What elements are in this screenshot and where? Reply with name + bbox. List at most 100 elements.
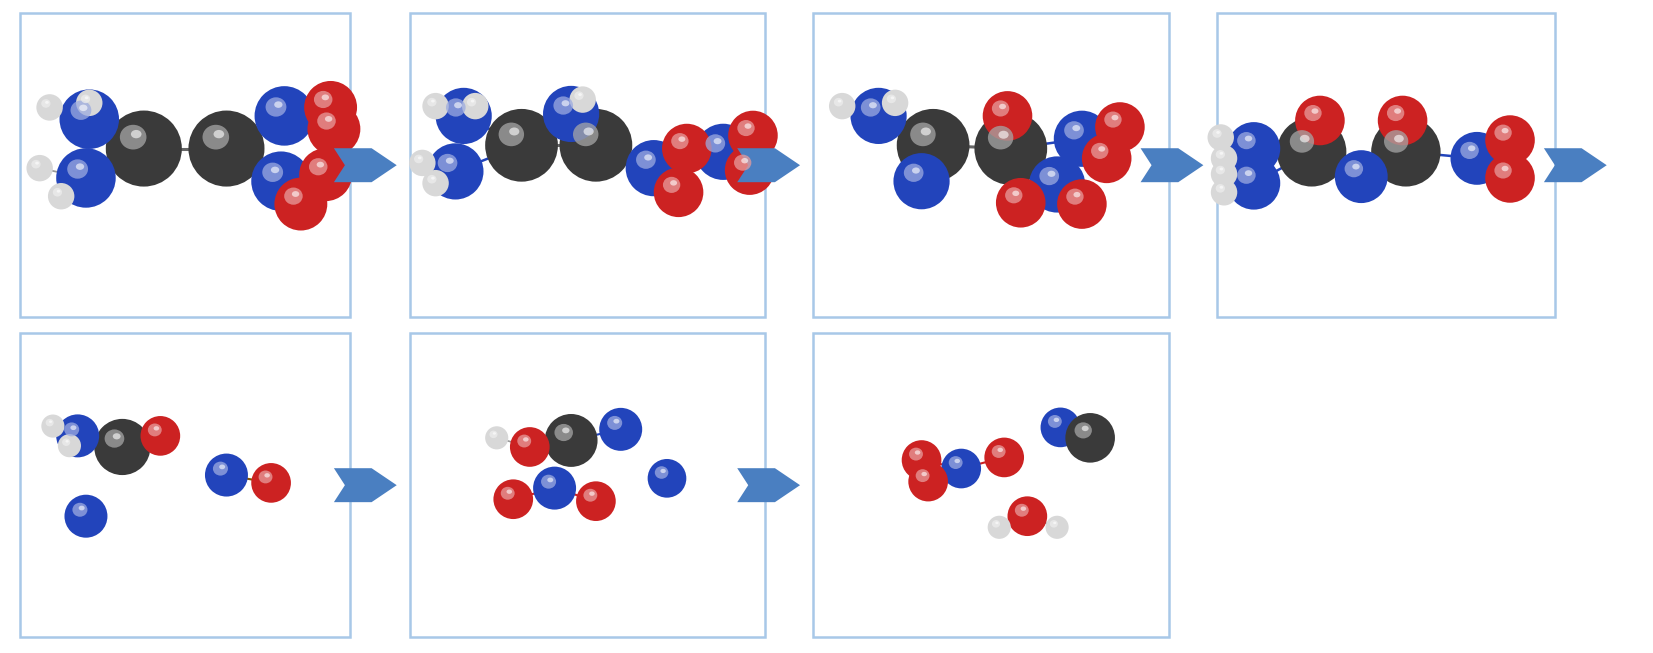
Ellipse shape bbox=[1393, 108, 1402, 114]
Ellipse shape bbox=[46, 419, 53, 426]
Ellipse shape bbox=[988, 516, 1012, 539]
Ellipse shape bbox=[1008, 496, 1048, 536]
Ellipse shape bbox=[213, 462, 228, 475]
Ellipse shape bbox=[625, 140, 683, 197]
Ellipse shape bbox=[274, 178, 327, 231]
Ellipse shape bbox=[1336, 150, 1389, 203]
Ellipse shape bbox=[655, 466, 668, 479]
Ellipse shape bbox=[258, 471, 273, 483]
Ellipse shape bbox=[147, 424, 162, 436]
Ellipse shape bbox=[79, 505, 84, 511]
Ellipse shape bbox=[569, 86, 597, 113]
Ellipse shape bbox=[655, 168, 703, 217]
Ellipse shape bbox=[36, 94, 63, 121]
Ellipse shape bbox=[1278, 117, 1347, 187]
Ellipse shape bbox=[471, 100, 474, 103]
Ellipse shape bbox=[1081, 134, 1131, 183]
Ellipse shape bbox=[271, 167, 279, 173]
Ellipse shape bbox=[904, 164, 924, 182]
Ellipse shape bbox=[1501, 166, 1509, 171]
Ellipse shape bbox=[438, 154, 458, 172]
Ellipse shape bbox=[509, 127, 519, 135]
Ellipse shape bbox=[522, 438, 529, 441]
Ellipse shape bbox=[1212, 145, 1238, 172]
Ellipse shape bbox=[1040, 167, 1060, 185]
Ellipse shape bbox=[912, 167, 919, 174]
Ellipse shape bbox=[131, 130, 142, 138]
Polygon shape bbox=[737, 468, 800, 502]
Ellipse shape bbox=[1104, 112, 1122, 127]
Ellipse shape bbox=[541, 475, 555, 488]
Ellipse shape bbox=[992, 445, 1005, 458]
Ellipse shape bbox=[79, 104, 88, 111]
Ellipse shape bbox=[1352, 164, 1360, 170]
Ellipse shape bbox=[1015, 504, 1028, 517]
Ellipse shape bbox=[588, 492, 595, 496]
Ellipse shape bbox=[744, 123, 752, 129]
Ellipse shape bbox=[911, 123, 936, 146]
Ellipse shape bbox=[706, 135, 726, 153]
Ellipse shape bbox=[68, 159, 88, 179]
Ellipse shape bbox=[883, 89, 909, 116]
Ellipse shape bbox=[1217, 131, 1220, 134]
Ellipse shape bbox=[1215, 184, 1225, 193]
Polygon shape bbox=[334, 148, 397, 182]
Ellipse shape bbox=[1208, 124, 1233, 151]
Ellipse shape bbox=[1299, 135, 1309, 142]
Ellipse shape bbox=[1220, 152, 1223, 155]
Ellipse shape bbox=[141, 416, 180, 456]
Ellipse shape bbox=[501, 487, 514, 500]
Ellipse shape bbox=[76, 89, 102, 116]
Ellipse shape bbox=[714, 138, 721, 144]
Ellipse shape bbox=[1227, 122, 1281, 175]
Ellipse shape bbox=[299, 148, 352, 201]
Ellipse shape bbox=[104, 430, 124, 448]
Ellipse shape bbox=[410, 150, 435, 176]
Ellipse shape bbox=[1289, 130, 1314, 153]
Polygon shape bbox=[334, 468, 397, 502]
Bar bbox=[410, 333, 765, 637]
Ellipse shape bbox=[431, 177, 435, 180]
Ellipse shape bbox=[741, 158, 749, 163]
Ellipse shape bbox=[1236, 167, 1256, 184]
Ellipse shape bbox=[466, 98, 476, 106]
Ellipse shape bbox=[1344, 160, 1364, 178]
Ellipse shape bbox=[579, 93, 582, 96]
Ellipse shape bbox=[56, 415, 99, 457]
Ellipse shape bbox=[645, 154, 651, 161]
Ellipse shape bbox=[1065, 413, 1114, 462]
Ellipse shape bbox=[463, 93, 489, 119]
Ellipse shape bbox=[1484, 153, 1536, 202]
Ellipse shape bbox=[694, 123, 750, 180]
Ellipse shape bbox=[1041, 407, 1081, 447]
Ellipse shape bbox=[894, 153, 950, 210]
Ellipse shape bbox=[293, 191, 299, 197]
Ellipse shape bbox=[1098, 146, 1106, 151]
Ellipse shape bbox=[1091, 143, 1109, 159]
Ellipse shape bbox=[66, 440, 69, 443]
Ellipse shape bbox=[869, 102, 876, 108]
Ellipse shape bbox=[1058, 180, 1108, 229]
Ellipse shape bbox=[734, 155, 752, 170]
Ellipse shape bbox=[998, 131, 1008, 138]
Ellipse shape bbox=[663, 124, 711, 173]
Ellipse shape bbox=[574, 123, 598, 146]
Ellipse shape bbox=[916, 470, 929, 482]
Ellipse shape bbox=[220, 464, 225, 470]
Ellipse shape bbox=[954, 459, 960, 463]
Ellipse shape bbox=[304, 81, 357, 134]
Ellipse shape bbox=[575, 481, 615, 521]
Bar bbox=[410, 13, 765, 317]
Ellipse shape bbox=[1494, 125, 1512, 140]
Ellipse shape bbox=[1484, 116, 1536, 165]
Ellipse shape bbox=[998, 104, 1007, 109]
Ellipse shape bbox=[418, 157, 422, 159]
Ellipse shape bbox=[1393, 135, 1403, 142]
Ellipse shape bbox=[861, 99, 881, 117]
Ellipse shape bbox=[995, 522, 998, 524]
Ellipse shape bbox=[562, 100, 569, 106]
Ellipse shape bbox=[188, 110, 264, 187]
Ellipse shape bbox=[1066, 189, 1084, 204]
Ellipse shape bbox=[63, 438, 69, 446]
Ellipse shape bbox=[1050, 520, 1058, 528]
